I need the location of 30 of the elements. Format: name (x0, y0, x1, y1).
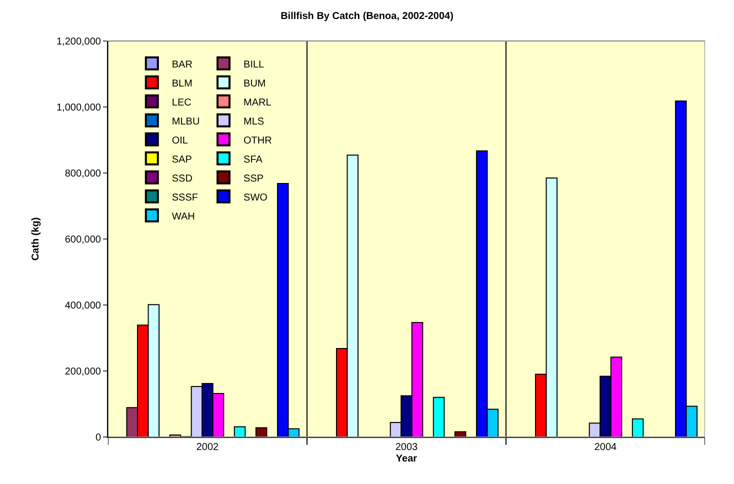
legend-label: SAP (172, 154, 192, 166)
legend-label: BAR (172, 59, 192, 70)
legend-label: SWO (244, 192, 268, 204)
x-tick-label: 2002 (196, 442, 220, 453)
y-tick-label: 600,000 (64, 234, 102, 246)
chart-title: Billfish By Catch (Benoa, 2002-2004) (280, 11, 454, 22)
y-tick-label: 1,200,000 (56, 36, 102, 48)
y-tick-label: 800,000 (64, 168, 102, 180)
legend-label: BUM (244, 78, 266, 90)
legend-label: SSSF (172, 192, 198, 204)
y-tick-label: 1,000,000 (56, 102, 102, 114)
legend-label: SSD (172, 173, 192, 184)
legend-label: MLBU (172, 116, 200, 128)
legend-label: SFA (244, 154, 263, 166)
legend-label: SSP (244, 173, 264, 184)
legend-label: BILL (244, 59, 265, 70)
x-axis-title: Year (396, 454, 418, 464)
legend-label: WAH (172, 211, 195, 222)
y-tick-label: 0 (95, 432, 102, 444)
y-tick-label: 400,000 (64, 300, 102, 312)
x-tick-label: 2003 (395, 442, 418, 453)
legend-label: MARL (244, 97, 272, 108)
y-axis-title: Cath (kg) (30, 217, 42, 261)
legend-label: LEC (172, 97, 192, 108)
x-tick-label: 2004 (594, 442, 618, 453)
legend-label: MLS (244, 116, 264, 128)
y-tick-label: 200,000 (64, 366, 102, 378)
legend-label: BLM (172, 78, 192, 90)
legend-label: OIL (172, 135, 188, 146)
legend-label: OTHR (244, 135, 272, 146)
